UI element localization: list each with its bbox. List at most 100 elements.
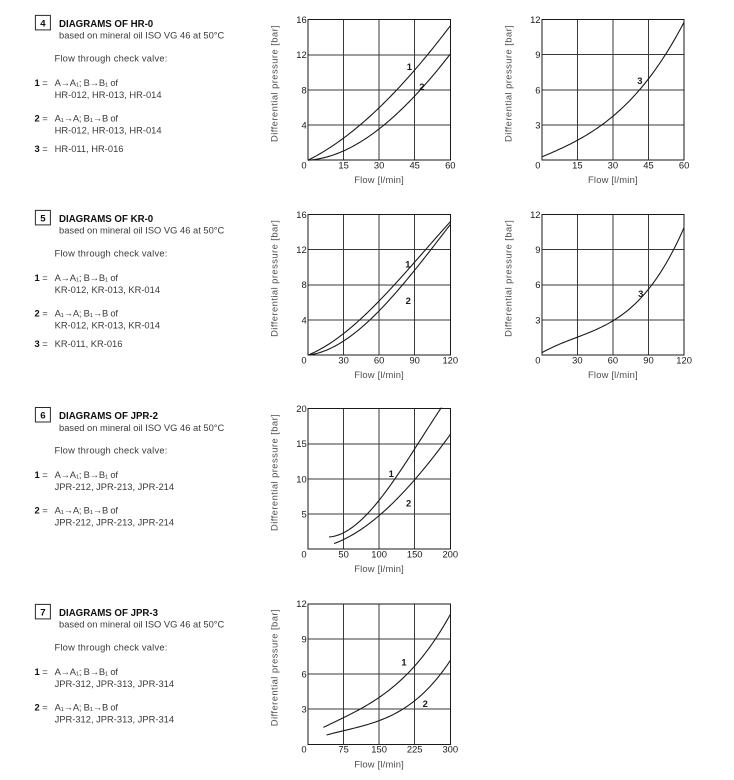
svg-text:60: 60 <box>608 354 618 365</box>
svg-text:1: 1 <box>35 78 40 88</box>
svg-text:30: 30 <box>572 354 582 365</box>
svg-text:45: 45 <box>643 160 653 171</box>
svg-text:30: 30 <box>338 354 348 365</box>
svg-text:15: 15 <box>338 160 348 171</box>
svg-text:2: 2 <box>35 308 40 318</box>
svg-text:4: 4 <box>301 119 306 130</box>
svg-text:8: 8 <box>301 279 306 290</box>
svg-text:3: 3 <box>637 75 642 86</box>
svg-text:0: 0 <box>535 354 540 365</box>
svg-text:300: 300 <box>442 744 458 755</box>
svg-text:A1​→A; B1​→B of: A1​→A; B1​→B of <box>55 113 119 123</box>
svg-text:Flow [l/min]: Flow [l/min] <box>354 758 404 769</box>
svg-text:=: = <box>42 113 47 123</box>
svg-text:based on mineral oil ISO VG 46: based on mineral oil ISO VG 46 at 50°C <box>59 226 225 236</box>
svg-text:12: 12 <box>296 244 306 255</box>
svg-text:=: = <box>42 144 47 154</box>
svg-text:A1​→A; B1​→B of: A1​→A; B1​→B of <box>55 308 119 318</box>
svg-text:3: 3 <box>638 288 643 299</box>
svg-text:Flow [l/min]: Flow [l/min] <box>354 369 404 380</box>
svg-text:6: 6 <box>535 84 540 95</box>
svg-text:15: 15 <box>572 160 582 171</box>
svg-text:=: = <box>42 273 47 283</box>
svg-text:12: 12 <box>296 598 306 609</box>
svg-text:5: 5 <box>40 213 46 224</box>
svg-text:6: 6 <box>535 279 540 290</box>
svg-text:60: 60 <box>679 160 689 171</box>
svg-text:225: 225 <box>407 744 423 755</box>
svg-text:JPR-312, JPR-313, JPR-314: JPR-312, JPR-313, JPR-314 <box>55 679 174 689</box>
svg-text:DIAGRAMS OF HR-0: DIAGRAMS OF HR-0 <box>59 19 153 30</box>
svg-text:=: = <box>42 667 47 677</box>
svg-text:A→A1​; B→B1​ of: A→A1​; B→B1​ of <box>55 470 119 480</box>
svg-text:Flow through check valve:: Flow through check valve: <box>55 248 168 258</box>
svg-text:Differential pressure [bar]: Differential pressure [bar] <box>269 25 280 142</box>
svg-text:2: 2 <box>35 506 40 516</box>
svg-text:200: 200 <box>442 549 458 560</box>
svg-text:A1​→A; B1​→B of: A1​→A; B1​→B of <box>55 506 119 516</box>
svg-text:based on mineral oil ISO VG 46: based on mineral oil ISO VG 46 at 50°C <box>59 423 225 433</box>
svg-text:0: 0 <box>301 354 306 365</box>
svg-text:1: 1 <box>35 667 40 677</box>
svg-text:20: 20 <box>296 403 306 414</box>
svg-text:150: 150 <box>407 549 423 560</box>
svg-text:9: 9 <box>535 49 540 60</box>
svg-text:0: 0 <box>535 160 540 171</box>
svg-text:3: 3 <box>535 314 540 325</box>
svg-text:9: 9 <box>301 633 306 644</box>
svg-text:Flow [l/min]: Flow [l/min] <box>588 369 638 380</box>
svg-text:4: 4 <box>301 314 306 325</box>
svg-text:0: 0 <box>301 160 306 171</box>
svg-text:=: = <box>42 702 47 712</box>
svg-text:10: 10 <box>296 473 306 484</box>
svg-text:0: 0 <box>301 549 306 560</box>
svg-text:90: 90 <box>409 354 419 365</box>
svg-text:1: 1 <box>35 273 40 283</box>
svg-text:=: = <box>42 308 47 318</box>
svg-text:A→A1​; B→B1​ of: A→A1​; B→B1​ of <box>55 78 119 88</box>
svg-text:7: 7 <box>40 607 45 618</box>
svg-text:KR-012, KR-013, KR-014: KR-012, KR-013, KR-014 <box>55 285 160 295</box>
svg-text:Differential pressure [bar]: Differential pressure [bar] <box>269 414 280 531</box>
svg-text:150: 150 <box>371 744 387 755</box>
svg-text:based on mineral oil ISO VG 46: based on mineral oil ISO VG 46 at 50°C <box>59 620 225 630</box>
svg-text:2: 2 <box>406 295 411 306</box>
svg-text:Differential pressure [bar]: Differential pressure [bar] <box>269 609 280 726</box>
svg-text:=: = <box>42 78 47 88</box>
svg-text:3: 3 <box>35 339 40 349</box>
svg-text:HR-012, HR-013, HR-014: HR-012, HR-013, HR-014 <box>55 125 162 135</box>
svg-text:50: 50 <box>338 549 348 560</box>
svg-text:2: 2 <box>423 698 428 709</box>
svg-text:2: 2 <box>419 81 424 92</box>
svg-text:6: 6 <box>40 411 45 422</box>
svg-text:30: 30 <box>374 160 384 171</box>
svg-text:5: 5 <box>301 509 306 520</box>
svg-text:1: 1 <box>389 468 394 479</box>
svg-text:12: 12 <box>530 209 540 220</box>
svg-text:HR-012, HR-013, HR-014: HR-012, HR-013, HR-014 <box>55 90 162 100</box>
svg-text:=: = <box>42 506 47 516</box>
svg-text:0: 0 <box>301 744 306 755</box>
svg-text:Flow through check valve:: Flow through check valve: <box>55 446 168 456</box>
svg-text:A1​→A; B1​→B of: A1​→A; B1​→B of <box>55 702 119 712</box>
svg-text:1: 1 <box>405 258 410 269</box>
svg-text:3: 3 <box>535 119 540 130</box>
svg-text:75: 75 <box>338 744 348 755</box>
svg-text:JPR-212, JPR-213, JPR-214: JPR-212, JPR-213, JPR-214 <box>55 482 174 492</box>
svg-text:3: 3 <box>35 144 40 154</box>
svg-text:4: 4 <box>40 18 46 29</box>
svg-text:DIAGRAMS OF KR-0: DIAGRAMS OF KR-0 <box>59 214 153 225</box>
svg-text:120: 120 <box>676 354 692 365</box>
svg-text:Flow [l/min]: Flow [l/min] <box>588 174 638 185</box>
svg-text:JPR-312, JPR-313, JPR-314: JPR-312, JPR-313, JPR-314 <box>55 714 174 724</box>
svg-text:16: 16 <box>296 14 306 25</box>
svg-text:120: 120 <box>442 354 458 365</box>
svg-text:60: 60 <box>374 354 384 365</box>
svg-text:100: 100 <box>371 549 387 560</box>
svg-text:Differential pressure [bar]: Differential pressure [bar] <box>269 220 280 337</box>
svg-text:Flow through check valve:: Flow through check valve: <box>55 53 168 63</box>
svg-text:based on mineral oil ISO VG 46: based on mineral oil ISO VG 46 at 50°C <box>59 31 225 41</box>
svg-text:1: 1 <box>401 657 406 668</box>
svg-text:1: 1 <box>407 61 412 72</box>
svg-text:90: 90 <box>643 354 653 365</box>
